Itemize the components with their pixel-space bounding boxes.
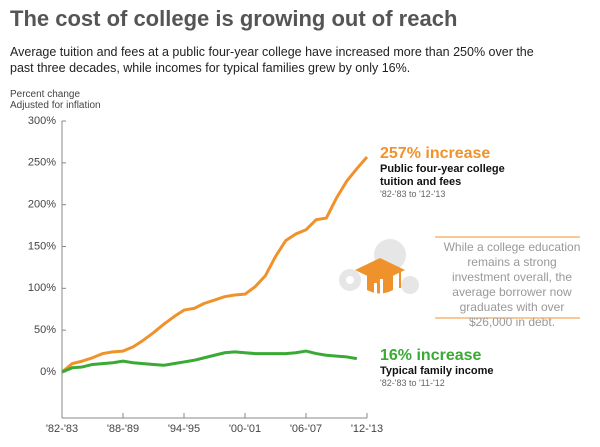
y-axis-label: Percent change bbox=[10, 89, 81, 100]
annotation-range: '82-'83 to '12-'13 bbox=[380, 189, 446, 199]
chart-title: The cost of college is growing out of re… bbox=[10, 6, 458, 31]
x-tick-label: '82-'83 bbox=[46, 423, 78, 435]
y-tick-label: 50% bbox=[34, 324, 56, 336]
annotation: 257% increase Public four-year college t… bbox=[380, 145, 510, 199]
y-tick-label: 300% bbox=[28, 115, 56, 127]
x-tick-label: '88-'89 bbox=[107, 423, 139, 435]
y-tick-label: 150% bbox=[28, 240, 56, 252]
x-tick-label: '94-'95 bbox=[168, 423, 200, 435]
callout: While a college education remains a stro… bbox=[443, 240, 581, 329]
data-line bbox=[61, 349, 358, 374]
x-tick-label: '12-'13 bbox=[351, 423, 383, 435]
x-tick-label: '00-'01 bbox=[229, 423, 261, 435]
annotation: 16% increase Typical family income '82-'… bbox=[380, 347, 530, 388]
legend-entry: Typical family income bbox=[380, 365, 494, 377]
data-line bbox=[61, 155, 369, 374]
y-tick-label: 250% bbox=[28, 157, 56, 169]
x-tick-label: '06-'07 bbox=[290, 423, 322, 435]
y-axis-note: Adjusted for inflation bbox=[10, 100, 101, 111]
annotation-headline: 257% increase bbox=[380, 145, 491, 162]
y-tick-label: 100% bbox=[28, 282, 56, 294]
icon bbox=[339, 239, 419, 295]
chart-subtitle: Average tuition and fees at a public fou… bbox=[10, 45, 534, 75]
legend-entry: Public four-year college tuition and fee… bbox=[380, 163, 505, 188]
y-tick-label: 0% bbox=[40, 366, 56, 378]
annotation-range: '82-'83 to '11-'12 bbox=[380, 378, 445, 388]
y-tick-label: 200% bbox=[28, 199, 56, 211]
annotation-headline: 16% increase bbox=[380, 347, 482, 364]
